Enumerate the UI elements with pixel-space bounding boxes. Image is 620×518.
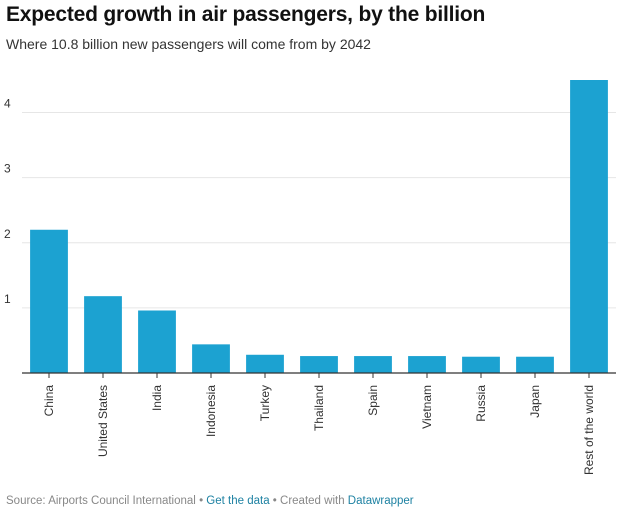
datawrapper-link[interactable]: Datawrapper: [347, 495, 414, 507]
x-tick-label: Japan: [528, 385, 542, 418]
x-tick-label: Turkey: [258, 385, 272, 421]
x-tick-label: India: [150, 385, 164, 411]
bar: [462, 356, 500, 373]
x-tick-label: Thailand: [312, 385, 326, 431]
chart-title: Expected growth in air passengers, by th…: [6, 3, 486, 26]
footer-separator: •: [199, 495, 204, 507]
bar-chart: 1 2 3 4 China United States India Indonesia Tur…: [4, 80, 616, 475]
bar: [408, 356, 446, 373]
x-axis: China United States India Indonesia Turkey Th…: [22, 372, 616, 475]
bar: [516, 356, 554, 373]
x-tick-label: Russia: [474, 385, 488, 422]
x-tick-label: Vietnam: [420, 385, 434, 429]
bar: [138, 310, 176, 373]
bar: [354, 356, 392, 373]
grid-lines: 1 2 3 4: [4, 97, 616, 309]
x-tick-label: China: [42, 385, 56, 417]
footer-separator: •: [272, 495, 277, 507]
get-the-data-link[interactable]: Get the data: [206, 495, 270, 507]
x-tick-label: Indonesia: [204, 385, 218, 437]
source-label: Source: Airports Council International: [6, 495, 196, 507]
bar: [84, 296, 122, 373]
bar: [246, 354, 284, 373]
y-tick-label: 2: [4, 227, 11, 241]
x-tick-label: Rest of the world: [582, 385, 596, 475]
bar: [570, 80, 608, 373]
bar: [30, 229, 68, 373]
created-with-label: Created with: [280, 495, 345, 507]
x-tick-label: Spain: [366, 385, 380, 416]
bars: [30, 80, 608, 373]
chart-footer: Source: Airports Council International •…: [6, 495, 414, 507]
bar: [300, 356, 338, 373]
y-tick-label: 4: [4, 97, 11, 111]
bar: [192, 344, 230, 373]
chart-subtitle: Where 10.8 billion new passengers will c…: [6, 36, 371, 52]
y-tick-label: 3: [4, 162, 11, 176]
y-tick-label: 1: [4, 292, 11, 306]
x-tick-label: United States: [96, 385, 110, 457]
